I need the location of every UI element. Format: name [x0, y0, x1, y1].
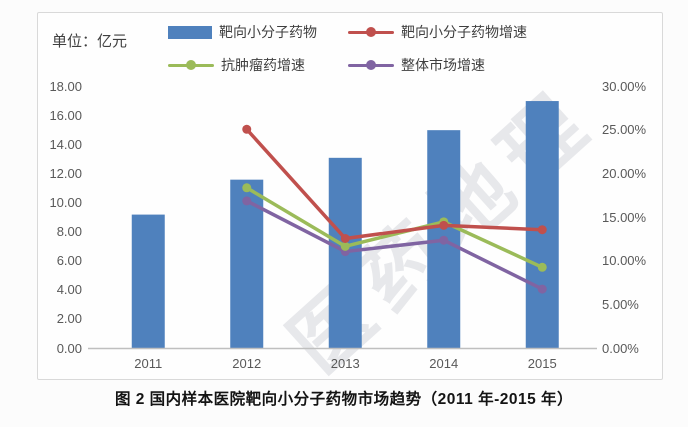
- left-tick-label: 16.00: [49, 107, 82, 123]
- left-tick-label: 4.00: [56, 282, 82, 298]
- line-marker-dot: [186, 60, 196, 70]
- data-point: [537, 225, 547, 235]
- line-series: [245, 127, 544, 241]
- right-tick-label: 15.00%: [602, 209, 647, 225]
- bar-2011: [131, 214, 165, 349]
- right-tick-label: 0.00%: [602, 340, 639, 356]
- unit-label: 单位：亿元: [52, 33, 128, 50]
- right-tick-label: 20.00%: [602, 165, 647, 181]
- bar-swatch-icon: [168, 25, 212, 39]
- category-label: 2013: [330, 356, 360, 371]
- left-tick-label: 6.00: [56, 253, 82, 269]
- left-tick-label: 12.00: [49, 165, 82, 181]
- caption: 图 2 国内样本医院靶向小分子药物市场趋势（2011 年-2015 年）: [114, 391, 574, 408]
- legend-label: 靶向小分子药物: [219, 24, 317, 40]
- legend-item-4: 整体市场增速: [348, 55, 527, 75]
- line-swatch-icon: [348, 59, 394, 72]
- line-series: [245, 199, 544, 291]
- legend-label: 靶向小分子药物增速: [401, 24, 527, 40]
- category-label: 2015: [527, 356, 557, 371]
- data-point: [340, 241, 350, 251]
- left-tick-label: 0.00: [56, 340, 82, 356]
- legend-item-2: 靶向小分子药物增速: [348, 22, 527, 42]
- category-label: 2014: [429, 356, 459, 371]
- right-tick-label: 25.00%: [602, 122, 647, 138]
- bar-2015: [525, 101, 559, 349]
- left-tick-label: 2.00: [56, 311, 82, 327]
- right-tick-label: 30.00%: [602, 78, 647, 94]
- left-tick-label: 14.00: [49, 136, 82, 152]
- left-tick-label: 8.00: [56, 224, 82, 240]
- data-point: [537, 262, 547, 272]
- data-point: [439, 235, 449, 245]
- left-tick-label: 10.00: [49, 194, 82, 210]
- line-swatch-icon: [348, 26, 394, 39]
- line-series: [245, 186, 544, 270]
- category-label: 2011: [134, 356, 163, 371]
- left-tick-label: 18.00: [49, 78, 82, 94]
- line-marker-dot: [366, 60, 376, 70]
- data-point: [242, 183, 252, 193]
- line-marker-dot: [366, 27, 376, 37]
- data-point: [439, 220, 449, 230]
- legend-item-3: 抗肿瘤药增速: [168, 55, 348, 75]
- data-point: [537, 284, 547, 294]
- right-tick-label: 5.00%: [602, 296, 639, 312]
- data-point: [242, 196, 252, 206]
- legend-label: 整体市场增速: [401, 57, 485, 73]
- legend: 靶向小分子药物 靶向小分子药物增速抗肿瘤药增速 整体市场增速: [168, 22, 527, 75]
- data-point: [242, 124, 252, 134]
- data-point: [340, 233, 350, 243]
- legend-item-1: 靶向小分子药物: [168, 22, 348, 42]
- right-tick-label: 10.00%: [602, 253, 647, 269]
- category-label: 2012: [232, 356, 262, 371]
- line-swatch-icon: [168, 59, 214, 72]
- legend-label: 抗肿瘤药增速: [221, 57, 305, 73]
